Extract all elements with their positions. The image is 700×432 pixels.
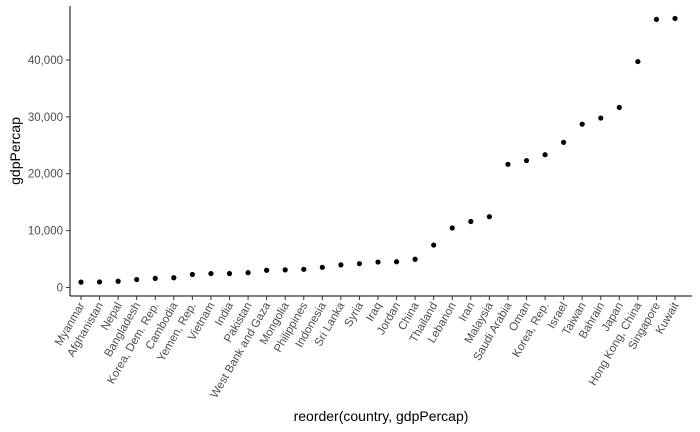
data-point xyxy=(561,139,567,145)
y-tick-label: 10,000 xyxy=(28,226,63,238)
y-tick-label: 20,000 xyxy=(28,169,63,181)
data-point xyxy=(486,214,492,220)
data-point xyxy=(264,267,270,273)
data-point xyxy=(672,15,678,22)
data-point xyxy=(449,225,455,231)
x-tick-label: Syria xyxy=(343,300,367,329)
data-point xyxy=(338,262,344,268)
x-axis: MyanmarAfghanistanNepalBangladeshKorea, … xyxy=(53,296,682,400)
data-point xyxy=(542,152,548,158)
data-point xyxy=(152,275,158,282)
data-points xyxy=(78,15,678,285)
y-tick-label: 30,000 xyxy=(28,112,63,124)
data-point xyxy=(301,266,307,272)
data-point xyxy=(245,270,251,276)
data-point xyxy=(635,58,641,65)
data-point xyxy=(579,121,585,127)
data-point xyxy=(393,259,400,265)
plot-panel xyxy=(69,6,692,297)
data-point xyxy=(226,270,233,277)
data-point xyxy=(375,259,381,265)
data-point xyxy=(319,264,325,270)
data-point xyxy=(616,104,622,111)
data-point xyxy=(523,157,530,164)
data-point xyxy=(505,161,511,167)
data-point xyxy=(134,276,140,283)
data-point xyxy=(96,279,103,285)
data-point xyxy=(208,270,214,277)
data-point xyxy=(282,267,288,273)
data-point xyxy=(653,16,660,23)
data-point xyxy=(189,271,195,278)
data-point xyxy=(431,242,437,248)
y-axis-title: gdpPercap xyxy=(7,117,23,185)
data-point xyxy=(115,278,121,284)
y-tick-label: 0 xyxy=(57,282,63,294)
data-point xyxy=(171,275,177,281)
data-point xyxy=(356,261,363,267)
y-axis: 0 10,000 20,000 30,000 40,000 xyxy=(28,55,70,294)
data-point xyxy=(598,115,604,121)
data-point xyxy=(412,256,418,262)
x-axis-title: reorder(country, gdpPercap) xyxy=(294,408,469,424)
data-point xyxy=(78,279,84,285)
data-point xyxy=(468,218,474,225)
y-tick-label: 40,000 xyxy=(28,55,63,67)
